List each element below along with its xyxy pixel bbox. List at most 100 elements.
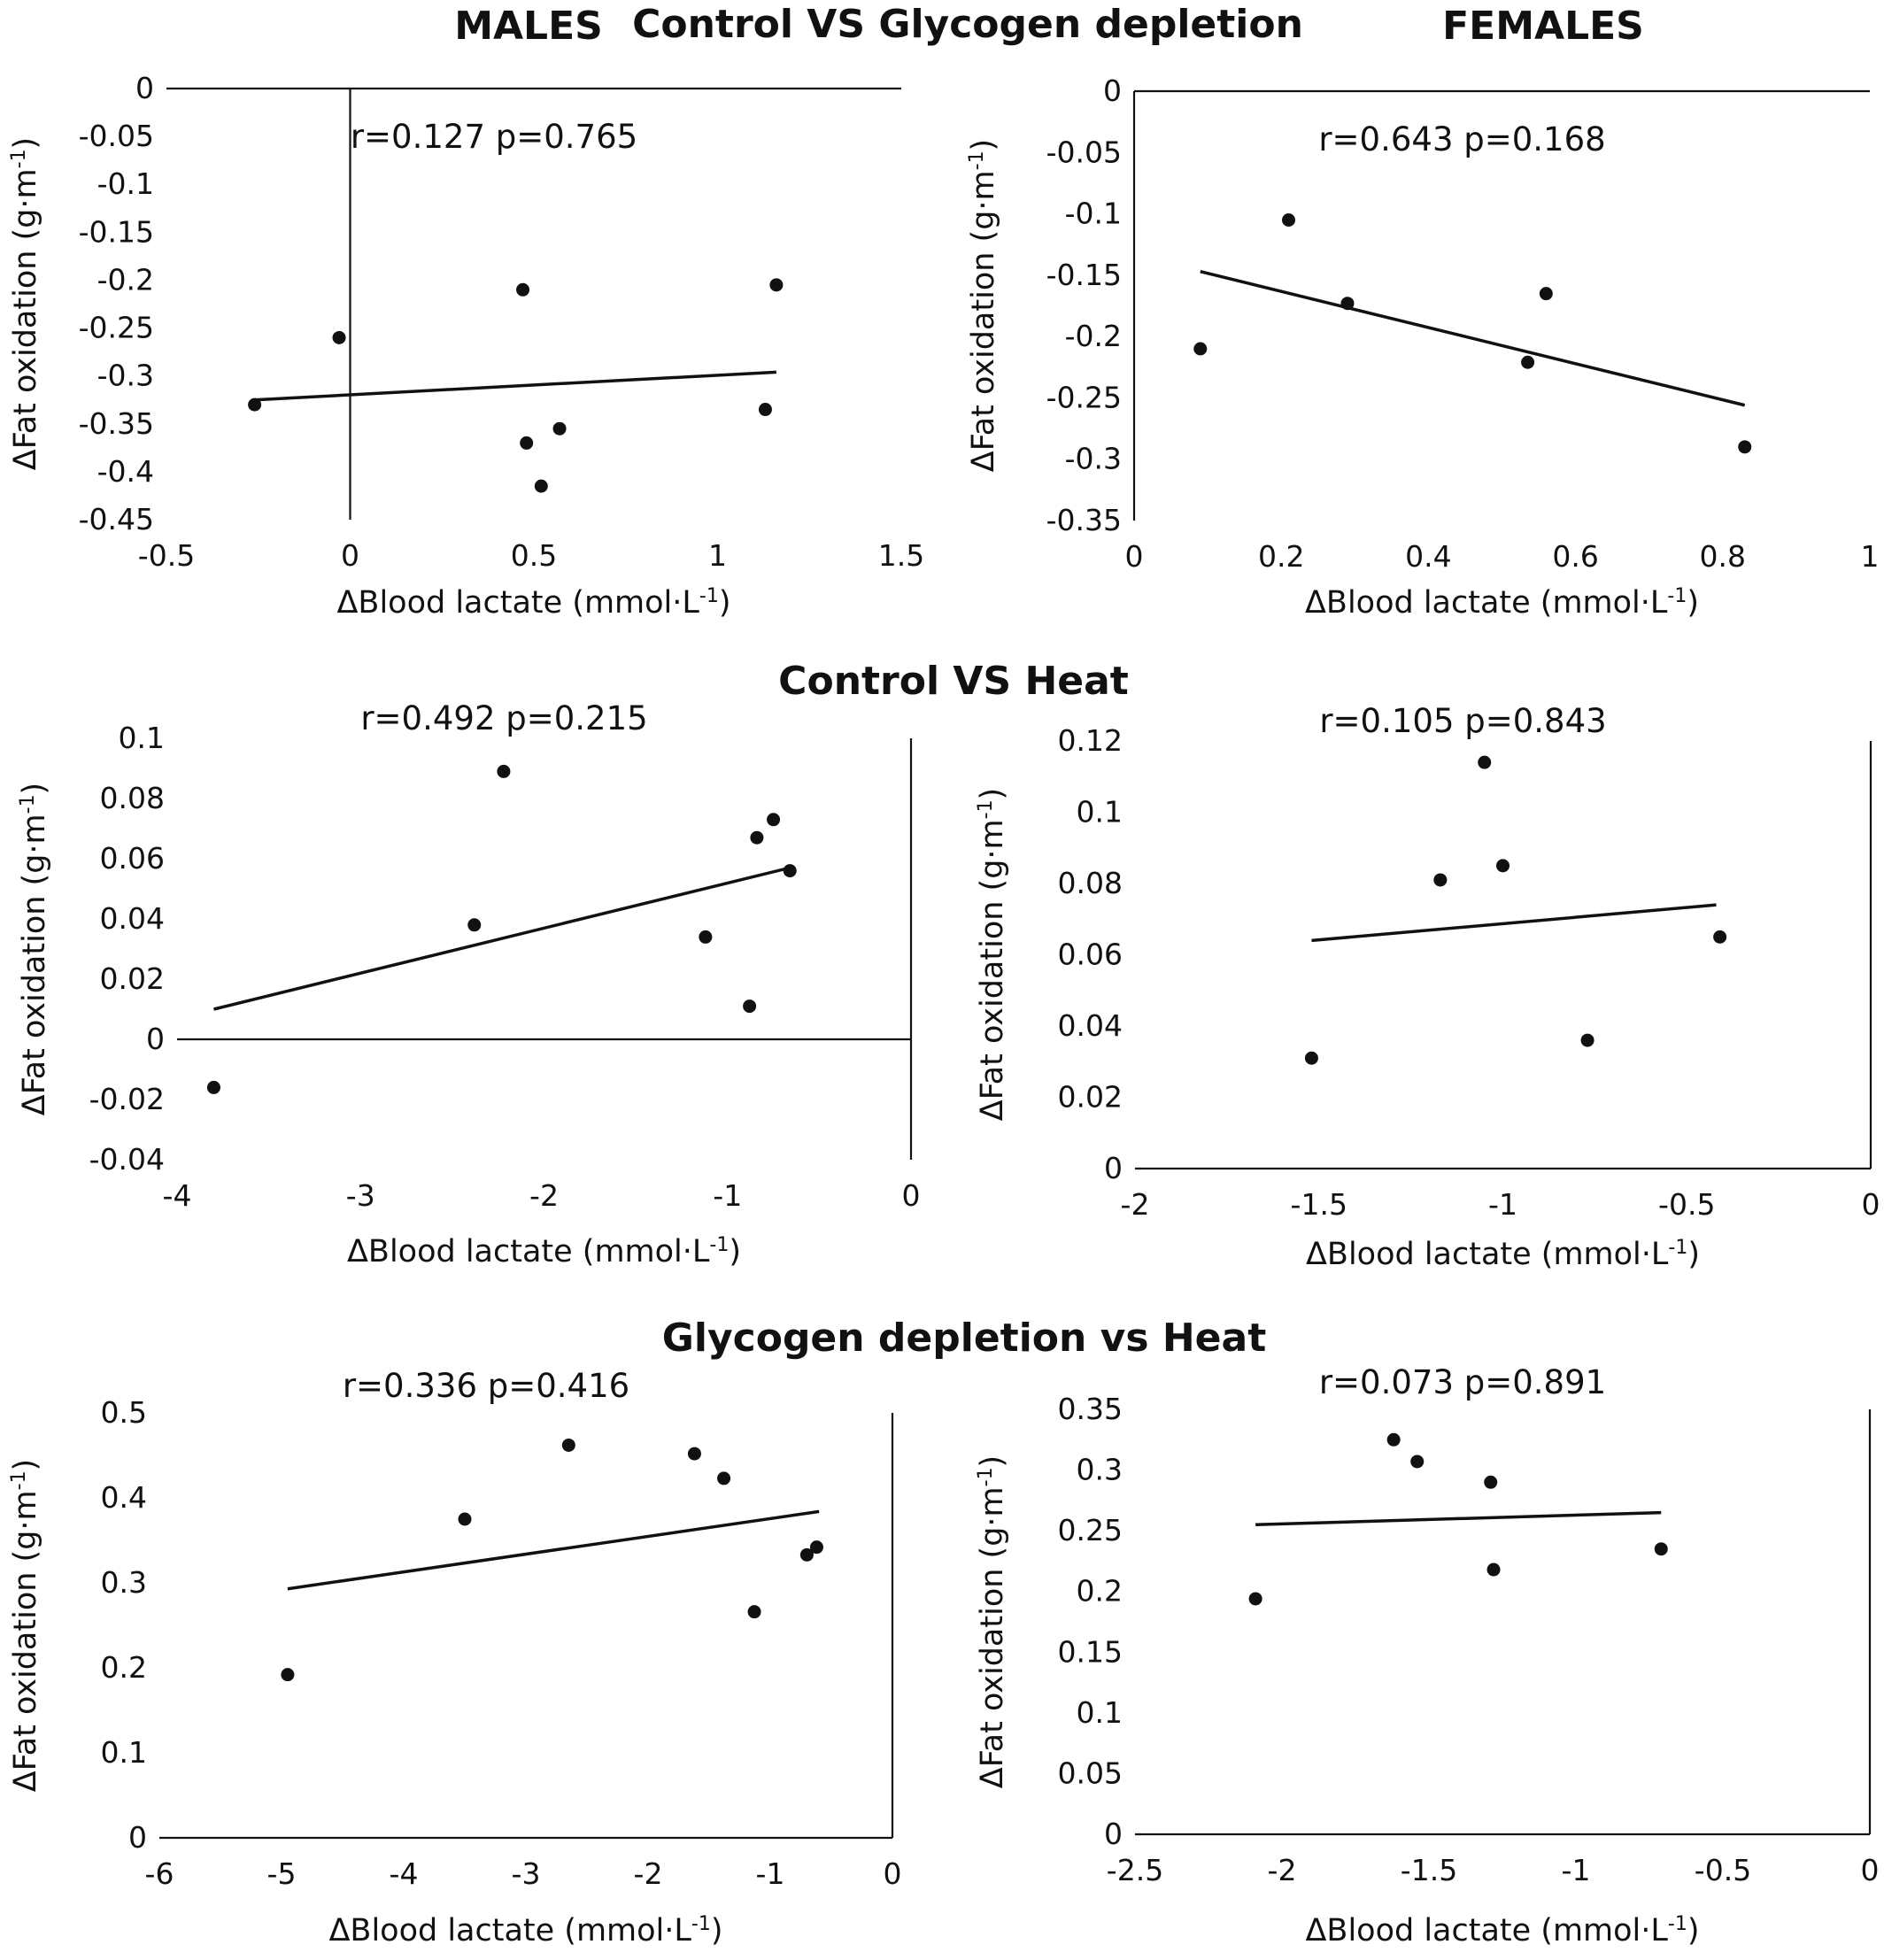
scatter-panel-2: 0.1 0.08 0.06 0.04 0.02 0 -0.02 -0.04-4 -3 -2 -1 0 Δ… (17, 699, 921, 1269)
data-point (1484, 1475, 1498, 1489)
correlation-annotation: r=0.643 p=0.168 (1318, 120, 1605, 158)
trendline (1255, 1510, 1662, 1527)
data-point (497, 764, 511, 778)
y-tick-label: 0.12 (1058, 723, 1123, 758)
y-tick-label: 0.35 (1058, 1392, 1123, 1426)
y-tick-label: 0.25 (1058, 1513, 1123, 1547)
data-point (520, 436, 534, 450)
x-tick-label: 0.6 (1552, 539, 1598, 574)
x-axis-label: ΔBlood lactate (mmol·L-1) (347, 1234, 741, 1270)
y-tick-label: 0 (146, 1022, 165, 1056)
y-tick-label: 0.2 (1077, 1574, 1123, 1609)
y-tick-label: 0 (1104, 1151, 1123, 1185)
data-point (769, 278, 784, 292)
y-axis-label: ΔFat oxidation (g·m-1) (8, 137, 44, 470)
y-tick-label: 0 (1103, 73, 1122, 108)
y-axis-label: ΔFat oxidation (g·m-1) (975, 1455, 1011, 1788)
row-title-heat: Control VS Heat (778, 659, 1129, 704)
data-point (534, 479, 548, 493)
data-point (717, 1471, 731, 1485)
data-point (750, 830, 764, 845)
y-tick-label: 0.05 (1058, 1756, 1123, 1790)
y-tick-label: -0.45 (79, 502, 154, 536)
trendline (254, 370, 776, 402)
data-point (747, 1605, 761, 1619)
row-title-glycogen-vs-heat: Glycogen depletion vs Heat (662, 1316, 1267, 1361)
x-axis-label: ΔBlood lactate (mmol·L-1) (336, 585, 730, 621)
y-tick-label: 0.1 (101, 1735, 147, 1770)
data-point (1304, 1051, 1318, 1065)
males-header: MALES (454, 4, 603, 49)
data-point (458, 1512, 472, 1526)
x-tick-label: -2 (1121, 1187, 1150, 1222)
x-tick-label: 0 (884, 1856, 902, 1891)
y-axis-label: ΔFat oxidation (g·m-1) (975, 788, 1011, 1121)
y-tick-label: -0.2 (97, 262, 154, 297)
y-tick-label: -0.02 (89, 1082, 165, 1116)
y-tick-label: -0.3 (1065, 442, 1122, 476)
data-point (1521, 355, 1535, 369)
y-tick-label: -0.2 (1065, 319, 1122, 353)
y-tick-label: 0.5 (101, 1395, 147, 1430)
x-tick-label: 0.8 (1700, 539, 1746, 574)
scatter-panel-0: 0 -0.05 -0.1 -0.15 -0.2 -0.25 -0.3 -0.35 -0.4 -0.… (8, 71, 925, 621)
correlation-annotation: r=0.336 p=0.416 (343, 1367, 629, 1405)
data-point (516, 282, 530, 297)
x-tick-label: 0.2 (1258, 539, 1304, 574)
data-point (552, 421, 567, 436)
x-tick-label: -4 (390, 1856, 419, 1891)
data-point (743, 999, 757, 1014)
y-tick-label: 0.08 (100, 781, 165, 815)
scatter-panel-1: 0-0.05-0.1-0.15-0.2-0.25-0.3-0.350 0.2 0.4… (966, 73, 1880, 621)
data-point (248, 397, 262, 412)
y-tick-label: -0.05 (1046, 135, 1122, 169)
correlation-annotation: r=0.492 p=0.215 (360, 699, 647, 737)
correlation-annotation: r=0.127 p=0.765 (351, 118, 637, 156)
y-tick-label: 0.06 (100, 841, 165, 876)
trendline (287, 1509, 820, 1591)
data-point (332, 330, 346, 344)
x-axis-label: ΔBlood lactate (mmol·L-1) (1306, 1237, 1700, 1273)
row-title-glycogen: Control VS Glycogen depletion (632, 2, 1303, 47)
x-tick-label: 0 (1862, 1187, 1880, 1222)
x-axis-label: ΔBlood lactate (mmol·L-1) (1305, 585, 1699, 621)
x-tick-label: 1 (708, 538, 727, 573)
x-tick-label: -5 (267, 1856, 297, 1891)
x-tick-label: 0.5 (511, 538, 557, 573)
data-point (767, 813, 781, 827)
data-point (1410, 1455, 1425, 1469)
x-tick-label: -0.5 (1658, 1187, 1715, 1222)
x-tick-label: -2 (634, 1856, 663, 1891)
data-point (561, 1438, 575, 1452)
y-tick-label: -0.15 (1046, 258, 1122, 292)
y-tick-label: 0.1 (1077, 1695, 1123, 1730)
trendline (213, 866, 791, 1011)
data-point (1713, 930, 1727, 944)
x-tick-label: 0 (1125, 539, 1144, 574)
data-point (687, 1447, 701, 1461)
x-tick-label: 1.5 (878, 538, 924, 573)
data-point (758, 403, 772, 417)
data-point (1496, 859, 1510, 873)
y-tick-label: 0.08 (1058, 866, 1123, 900)
scatter-panel-5: 0.350.30.250.20.150.10.050-2.5 -2 -1.5 -1 -0… (975, 1363, 1880, 1948)
y-tick-label: -0.05 (79, 119, 154, 153)
data-point (809, 1540, 823, 1555)
y-tick-label: -0.15 (79, 214, 154, 249)
y-tick-label: 0.2 (101, 1650, 147, 1685)
scatter-panel-3: 0.120.10.080.060.040.020-2 -1.5 -1 -0.5 0ΔBl… (975, 702, 1880, 1272)
y-tick-label: 0 (128, 1820, 147, 1855)
data-point (1386, 1432, 1401, 1447)
y-tick-label: 0.3 (101, 1565, 147, 1600)
data-point (1539, 287, 1553, 301)
data-point (1580, 1033, 1594, 1047)
correlation-annotation: r=0.105 p=0.843 (1319, 702, 1606, 740)
y-tick-label: 0.1 (1077, 795, 1123, 830)
y-tick-label: -0.1 (1065, 197, 1122, 231)
x-tick-label: -3 (512, 1856, 541, 1891)
data-point (1340, 297, 1355, 311)
data-point (1193, 342, 1208, 356)
correlation-annotation: r=0.073 p=0.891 (1319, 1363, 1606, 1401)
